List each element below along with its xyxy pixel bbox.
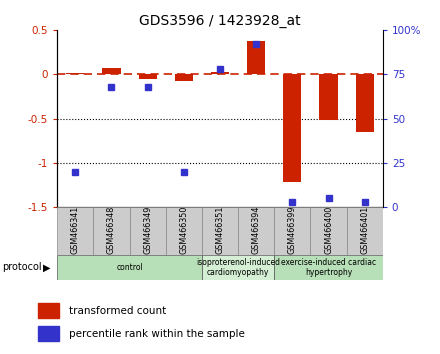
Text: GSM466351: GSM466351 <box>216 206 224 254</box>
Bar <box>57 255 202 280</box>
Bar <box>356 74 374 132</box>
Bar <box>139 74 157 79</box>
Text: GSM466394: GSM466394 <box>252 206 260 254</box>
Bar <box>347 207 383 255</box>
Text: GSM466348: GSM466348 <box>107 206 116 254</box>
Text: exercise-induced cardiac
hypertrophy: exercise-induced cardiac hypertrophy <box>281 258 376 277</box>
Bar <box>166 207 202 255</box>
Bar <box>93 207 129 255</box>
Bar <box>202 255 274 280</box>
Text: GSM466350: GSM466350 <box>180 206 188 254</box>
Text: ▶: ▶ <box>43 262 51 272</box>
Bar <box>274 255 383 280</box>
Text: isoproterenol-induced
cardiomyopathy: isoproterenol-induced cardiomyopathy <box>196 258 280 277</box>
Text: GSM466349: GSM466349 <box>143 206 152 254</box>
Bar <box>103 68 121 74</box>
Text: transformed count: transformed count <box>69 306 166 316</box>
Bar <box>319 74 337 120</box>
Text: GSM466399: GSM466399 <box>288 206 297 254</box>
Bar <box>238 207 274 255</box>
Bar <box>247 41 265 74</box>
Bar <box>57 207 93 255</box>
Bar <box>175 74 193 80</box>
Title: GDS3596 / 1423928_at: GDS3596 / 1423928_at <box>139 14 301 28</box>
Text: GSM466401: GSM466401 <box>360 206 369 254</box>
Text: GSM466341: GSM466341 <box>71 206 80 254</box>
Bar <box>274 207 311 255</box>
Bar <box>211 72 229 74</box>
Bar <box>38 303 59 318</box>
Bar <box>38 326 59 341</box>
Bar <box>283 74 301 182</box>
Text: GSM466400: GSM466400 <box>324 206 333 254</box>
Text: protocol: protocol <box>2 262 42 272</box>
Bar <box>66 73 84 74</box>
Bar <box>129 207 166 255</box>
Bar <box>202 207 238 255</box>
Bar <box>311 207 347 255</box>
Text: percentile rank within the sample: percentile rank within the sample <box>69 329 245 338</box>
Text: control: control <box>116 263 143 272</box>
